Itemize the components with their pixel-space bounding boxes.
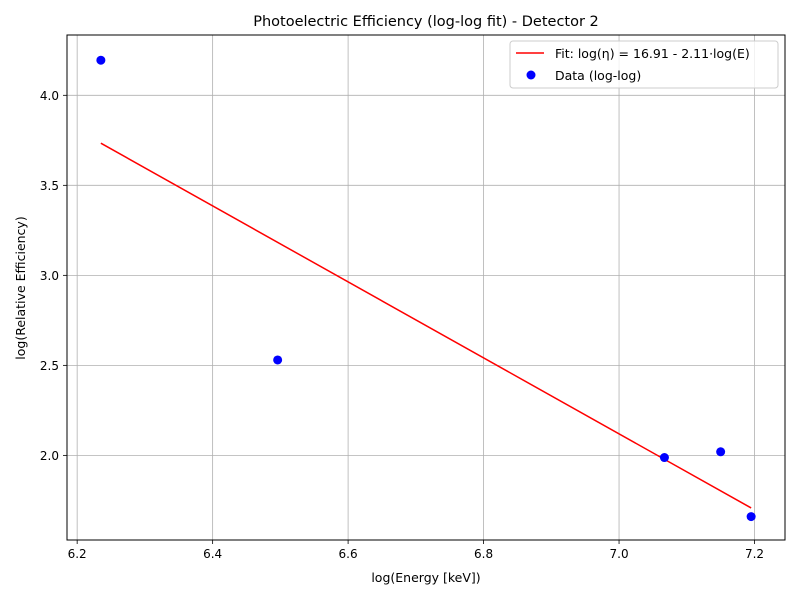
fit-line xyxy=(100,142,752,509)
x-tick-label: 6.8 xyxy=(474,547,493,561)
y-tick-label: 3.0 xyxy=(40,269,59,283)
y-tick-label: 2.5 xyxy=(40,359,59,373)
y-tick-label: 3.5 xyxy=(40,179,59,193)
x-tick-label: 6.4 xyxy=(203,547,222,561)
series-layer xyxy=(96,55,756,522)
legend: Fit: log(η) = 16.91 - 2.11·log(E) Data (… xyxy=(509,40,779,89)
x-tick-label: 7.0 xyxy=(610,547,629,561)
data-point xyxy=(746,512,756,522)
y-tick-label: 4.0 xyxy=(40,89,59,103)
x-tick-label: 7.2 xyxy=(745,547,764,561)
grid-layer xyxy=(67,35,785,540)
data-point xyxy=(716,447,726,457)
y-tick-label: 2.0 xyxy=(40,449,59,463)
x-axis-label: log(Energy [keV]) xyxy=(371,570,480,585)
tick-layer: 6.2 6.4 6.6 6.8 7.0 7.2 2.0 2.5 3.0 3.5 4.0 xyxy=(40,89,764,561)
data-point xyxy=(659,453,669,463)
x-tick-label: 6.2 xyxy=(68,547,87,561)
y-axis-label: log(Relative Efficiency) xyxy=(13,216,28,359)
plot-area-frame xyxy=(66,34,786,541)
x-tick-label: 6.6 xyxy=(339,547,358,561)
legend-data-label: Data (log-log) xyxy=(555,68,641,83)
data-point xyxy=(96,55,106,65)
legend-fit-label: Fit: log(η) = 16.91 - 2.11·log(E) xyxy=(555,46,750,61)
legend-box xyxy=(509,40,779,89)
chart-title: Photoelectric Efficiency (log-log fit) -… xyxy=(253,14,599,30)
data-point xyxy=(273,355,283,365)
legend-data-marker-swatch xyxy=(526,70,536,80)
